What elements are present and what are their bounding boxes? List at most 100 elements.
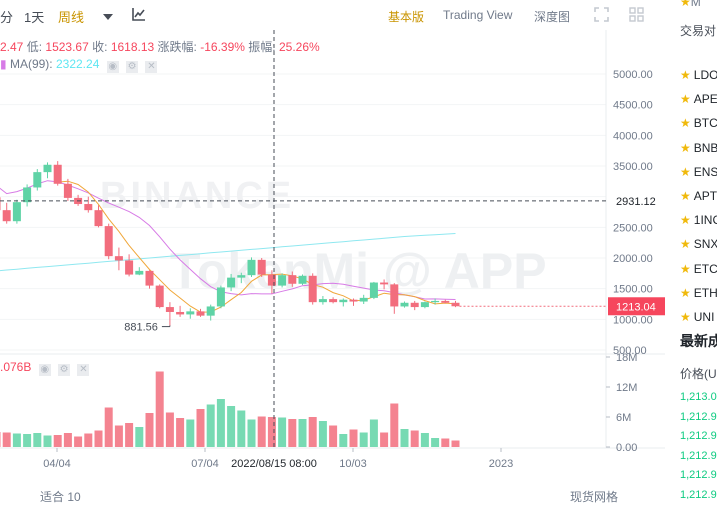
volume-bar [308, 417, 317, 447]
volume-bar [104, 407, 113, 447]
volume-axis-label: 12M [616, 382, 637, 394]
volume-bar [390, 403, 399, 447]
pair-label: BNB [693, 140, 717, 155]
candle-body [53, 164, 62, 184]
volume-bar [339, 434, 348, 447]
volume-bar [43, 435, 52, 447]
favorite-star-icon[interactable]: ★ [680, 164, 691, 179]
pair-item[interactable]: ★ LDO [680, 68, 717, 82]
price-axis-label: 2000.00 [613, 253, 653, 265]
pair-item[interactable]: ★ APE [680, 92, 717, 106]
candle-body [63, 183, 72, 198]
trade-price: 1,212.9 [680, 430, 717, 443]
interval-1w-tab[interactable]: 周线 [58, 10, 85, 25]
favorite-star-icon[interactable]: ★ [680, 189, 691, 203]
ma-close-icon[interactable]: ✕ [145, 61, 158, 73]
candle-body [206, 306, 215, 316]
crosshair-price-box [608, 192, 664, 209]
candle-body [298, 275, 307, 284]
volume-bar [441, 438, 450, 447]
volume-bar [288, 419, 297, 447]
volume-visibility-icon[interactable]: ◉ [38, 364, 51, 376]
pair-item[interactable]: ★ SNX [680, 237, 717, 251]
volume-close-icon[interactable]: ✕ [77, 364, 90, 376]
volume-bar [349, 429, 358, 447]
candle-body [369, 282, 378, 298]
time-axis-label: 07/04 [191, 458, 219, 470]
pair-item[interactable]: ★ BNB [680, 141, 717, 155]
favorite-star-icon[interactable]: ★ [680, 261, 691, 276]
trading-view-tab[interactable]: Trading View [443, 8, 513, 22]
basic-version-tab[interactable]: 基本版 [388, 10, 425, 24]
interval-dropdown-arrow-icon[interactable] [103, 9, 113, 24]
candle-body [43, 164, 52, 173]
indicator-icon[interactable] [131, 6, 147, 25]
pair-label: BTC [693, 116, 717, 131]
ma-settings-icon[interactable]: ⚙ [126, 61, 139, 73]
candle-body [237, 275, 246, 278]
candle-body [390, 284, 399, 307]
favorite-star-icon[interactable]: ★ [680, 237, 691, 252]
pair-item[interactable]: ★ ENS [680, 165, 717, 179]
volume-bar [359, 432, 368, 447]
volume-bar [23, 434, 32, 447]
volume-bar [318, 421, 327, 447]
volume-bar [12, 433, 21, 447]
pair-item[interactable]: ★ ETC [680, 262, 717, 276]
interval-1d-tab[interactable]: 1天 [24, 10, 45, 25]
pair-item[interactable]: ★ ETH [680, 286, 717, 300]
volume-settings-icon[interactable]: ⚙ [58, 364, 71, 376]
pair-item[interactable]: ★ BTC [680, 116, 717, 130]
ma-info: ▮ MA(99): 2322.24 ◉ ⚙ ✕ [0, 57, 158, 73]
candle-body [216, 287, 225, 307]
interval-minute-tab[interactable]: 分 [0, 10, 14, 25]
favorite-star-icon[interactable]: ★ [680, 140, 691, 155]
price-axis-label: 2500.00 [613, 222, 653, 234]
candle-body [125, 260, 134, 275]
low-label: 低: [26, 40, 43, 54]
depth-chart-tab[interactable]: 深度图 [534, 10, 571, 24]
volume-bar [431, 438, 440, 447]
bottom-right-label[interactable]: 现货网格 [570, 490, 619, 504]
ma-short-line [57, 180, 456, 313]
candle-body [410, 302, 419, 308]
pairs-header: 交易对 [680, 24, 717, 38]
candle-body [288, 275, 297, 284]
volume-bar [2, 432, 11, 447]
favorite-star-icon[interactable]: ★ [680, 92, 691, 107]
candle-body [380, 282, 389, 285]
fullscreen-icon[interactable] [594, 7, 609, 25]
ma-visibility-icon[interactable]: ◉ [106, 61, 119, 73]
volume-bar [33, 433, 42, 447]
volume-bar [0, 432, 1, 447]
candlestick-chart[interactable]: BINANCE TokenMi @ APP 5000.00 4500.00 4000.… [0, 30, 665, 490]
volume-bar [94, 430, 103, 447]
favorite-star-icon[interactable]: ★ [680, 116, 691, 131]
ma-long-line [0, 233, 456, 272]
pair-item[interactable]: ★ 1INC [680, 213, 717, 227]
candle-body [318, 299, 327, 303]
pair-item[interactable]: ★ APT [680, 189, 717, 203]
pair-item[interactable]: ★ UNI [680, 310, 714, 324]
pair-label: ENS [693, 164, 717, 179]
price-axis-label: 4500.00 [613, 100, 653, 112]
candle-body [400, 302, 409, 307]
candle-body [247, 259, 256, 276]
layout-grid-icon[interactable] [629, 7, 644, 25]
current-price-text: 1213.04 [616, 301, 656, 313]
favorite-star-icon[interactable]: ★ [680, 68, 691, 82]
candle-body [349, 299, 358, 302]
candle-body [308, 275, 317, 303]
trade-price: 1,212.9 [680, 469, 717, 482]
crosshair-time-label: 2022/08/15 08:00 [231, 458, 317, 470]
favorite-star-icon[interactable]: ★ [680, 213, 691, 228]
candle-body [12, 202, 21, 222]
candle-body [227, 277, 236, 288]
volume-bar [125, 423, 134, 447]
volume-bar [53, 435, 62, 447]
favorite-star-icon[interactable]: ★ [680, 310, 691, 324]
favorite-star-icon[interactable]: ★ [680, 285, 691, 300]
sidebar-top-label: ★M [680, 0, 701, 9]
pair-label: 1INC [693, 213, 717, 228]
latest-trades-title: 最新成 [680, 333, 717, 349]
